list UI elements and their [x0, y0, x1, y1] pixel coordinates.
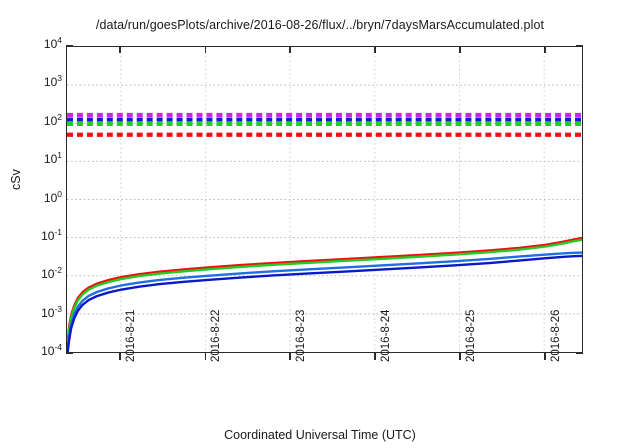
y-tick-label: 101	[43, 150, 62, 167]
y-tick-label: 104	[43, 35, 62, 51]
threshold-lines-layer	[67, 112, 582, 137]
accumulated-dose-green	[67, 238, 582, 352]
accumulated-dose-darkblue	[67, 254, 582, 352]
x-tick-label: 2016-8-22	[210, 309, 223, 362]
y-tick-label: 10-1	[41, 226, 62, 243]
x-axis-label: Coordinated Universal Time (UTC)	[224, 428, 416, 442]
y-tick-label: 103	[43, 73, 62, 90]
data-series-layer	[67, 236, 582, 352]
x-tick-mark	[204, 46, 206, 53]
y-tick-label: 100	[43, 188, 62, 205]
x-tick-label: 2016-8-23	[295, 309, 308, 362]
x-tick-mark	[119, 46, 121, 53]
x-tick-label: 2016-8-21	[125, 309, 138, 362]
x-tick-label: 2016-8-25	[465, 309, 477, 362]
x-tick-mark	[289, 353, 291, 360]
x-tick-label: 2016-8-24	[379, 309, 392, 362]
y-axis-tick-labels: 104 103 102 101 100 10-1 10-2 10-3 10-4	[0, 0, 62, 448]
plot-clip	[67, 47, 582, 352]
accumulated-dose-red	[67, 236, 582, 351]
x-tick-mark	[374, 46, 376, 53]
y-tick-label: 10-3	[41, 303, 62, 320]
y-tick-mark	[66, 45, 73, 47]
x-tick-mark	[204, 353, 206, 360]
x-tick-label: 2016-8-26	[550, 309, 562, 362]
x-tick-mark	[119, 353, 121, 360]
y-tick-label: 10-4	[41, 342, 62, 358]
x-tick-mark	[544, 353, 546, 360]
grid-layer	[67, 47, 582, 352]
x-tick-mark	[544, 46, 546, 53]
plot-area	[66, 46, 583, 353]
x-tick-mark	[374, 353, 376, 360]
x-tick-mark	[459, 46, 461, 53]
page-title: /data/run/goesPlots/archive/2016-08-26/f…	[95, 18, 545, 32]
x-tick-mark	[459, 353, 461, 360]
x-tick-mark	[289, 46, 291, 53]
y-tick-label: 102	[43, 111, 62, 128]
y-tick-label: 10-2	[41, 265, 62, 282]
accumulated-dose-lightblue	[67, 251, 582, 352]
y-tick-mark	[576, 45, 583, 47]
